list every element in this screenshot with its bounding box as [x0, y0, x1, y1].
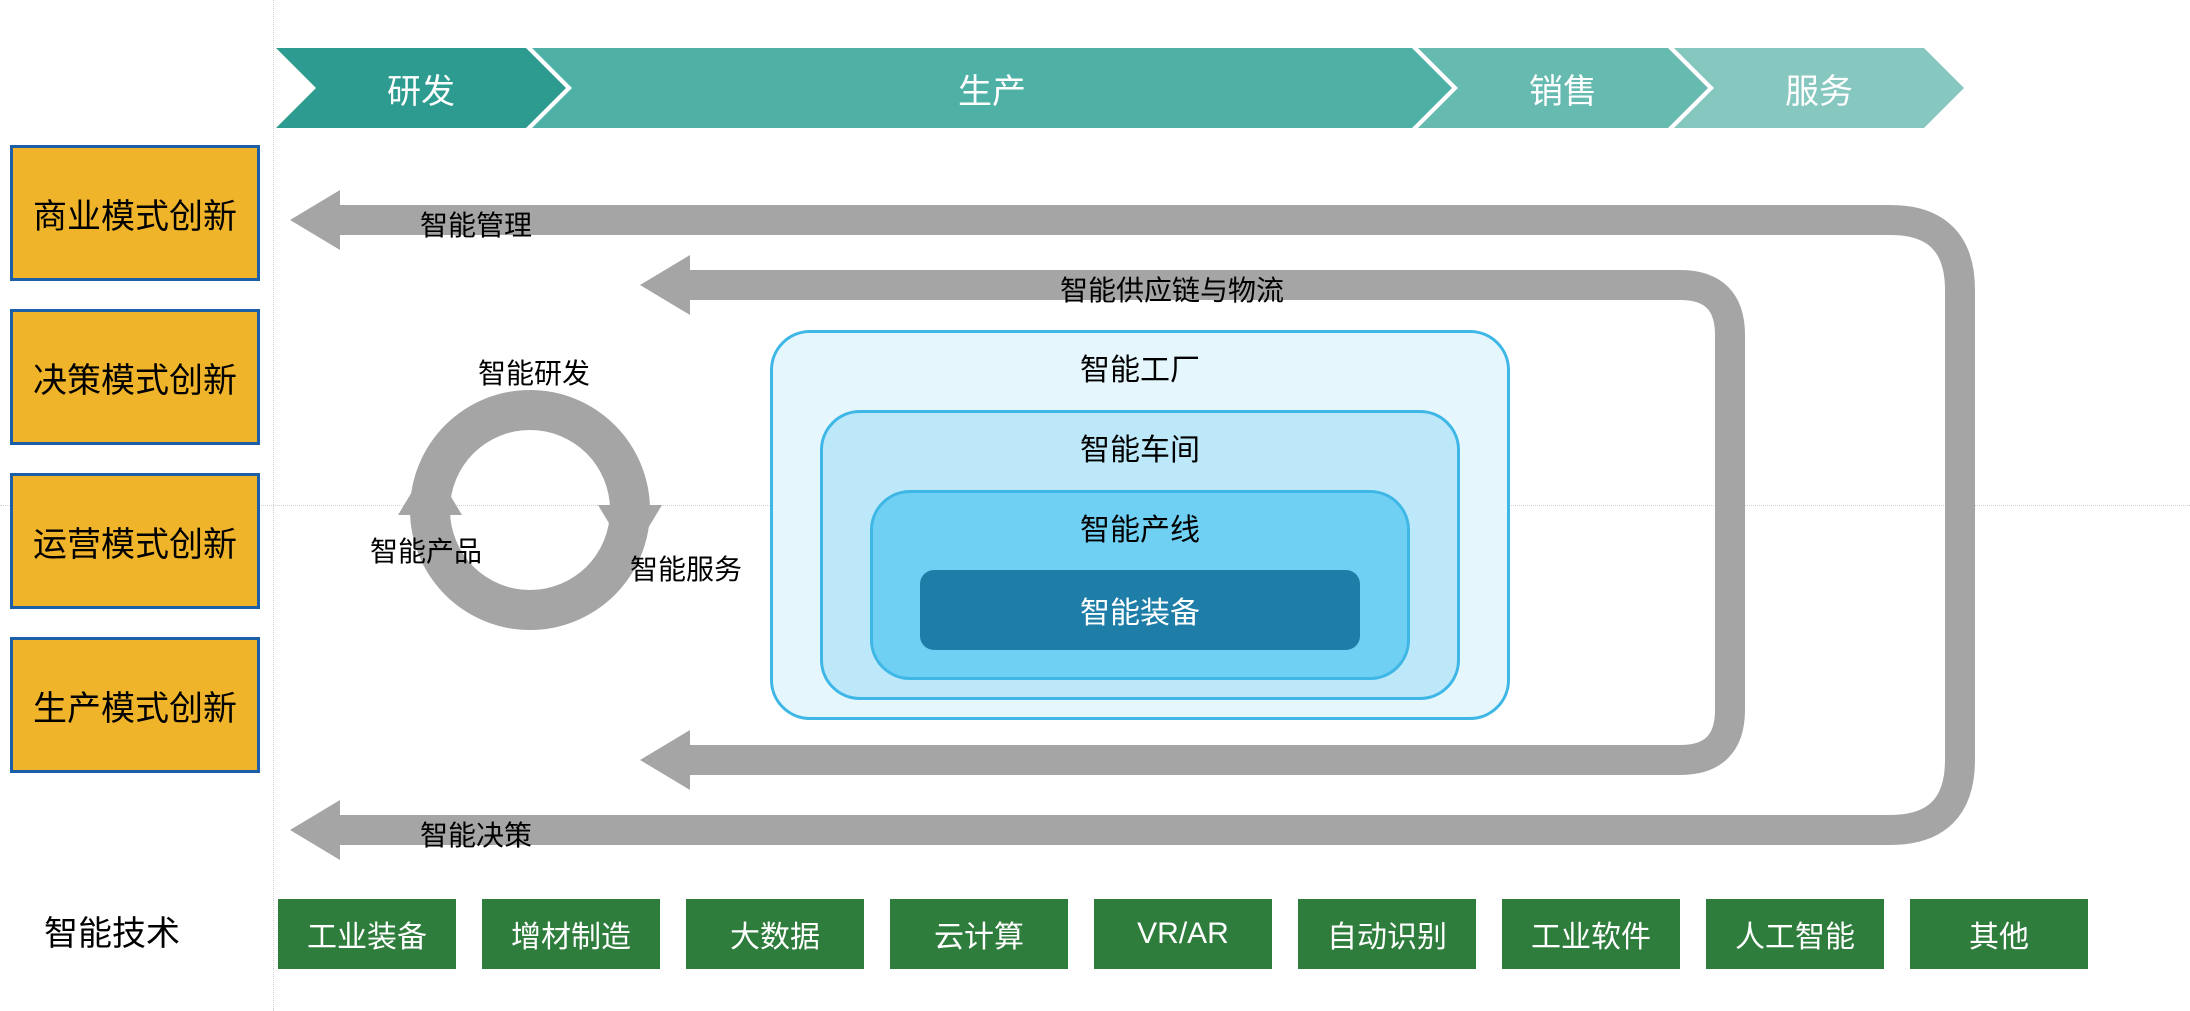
cycle-label-product: 智能产品: [370, 530, 482, 570]
chevron-0: 研发: [276, 48, 566, 128]
tech-box-0: 工业装备: [276, 897, 458, 971]
flow-label-management: 智能管理: [420, 204, 532, 244]
chevron-1: 生产: [532, 48, 1452, 128]
tech-box-7: 人工智能: [1704, 897, 1886, 971]
flow-label-decision: 智能决策: [420, 814, 532, 854]
nested-layer-3: 智能装备: [920, 570, 1360, 650]
chevron-2: 销售: [1418, 48, 1708, 128]
innovation-box-0: 商业模式创新: [10, 145, 260, 281]
tech-label: 智能技术: [44, 906, 180, 955]
guide-vertical: [273, 0, 274, 1011]
chevron-label: 销售: [1529, 64, 1597, 113]
cycle-label-rd: 智能研发: [478, 352, 590, 392]
innovation-box-3: 生产模式创新: [10, 637, 260, 773]
tech-box-5: 自动识别: [1296, 897, 1478, 971]
tech-box-2: 大数据: [684, 897, 866, 971]
innovation-box-1: 决策模式创新: [10, 309, 260, 445]
tech-box-3: 云计算: [888, 897, 1070, 971]
tech-box-1: 增材制造: [480, 897, 662, 971]
chevron-label: 研发: [387, 64, 455, 113]
innovation-box-2: 运营模式创新: [10, 473, 260, 609]
tech-box-4: VR/AR: [1092, 897, 1274, 971]
left-innovation-column: 商业模式创新决策模式创新运营模式创新生产模式创新: [10, 145, 260, 773]
tech-row: 工业装备增材制造大数据云计算 VR/AR 自动识别工业软件人工智能其他: [276, 897, 2090, 971]
tech-box-6: 工业软件: [1500, 897, 1682, 971]
cycle-label-service: 智能服务: [630, 548, 742, 588]
chevron-label: 生产: [958, 64, 1026, 113]
flow-label-supply: 智能供应链与物流: [1060, 269, 1284, 309]
chevron-label: 服务: [1785, 64, 1853, 113]
chevron-3: 服务: [1674, 48, 1964, 128]
diagram-canvas: 智能管理 智能供应链与物流 智能决策 研发 生产 销售 服务 商业模式创新决策模式创新…: [0, 0, 2190, 1011]
chevron-row: 研发 生产 销售 服务: [276, 48, 1964, 128]
tech-box-8: 其他: [1908, 897, 2090, 971]
